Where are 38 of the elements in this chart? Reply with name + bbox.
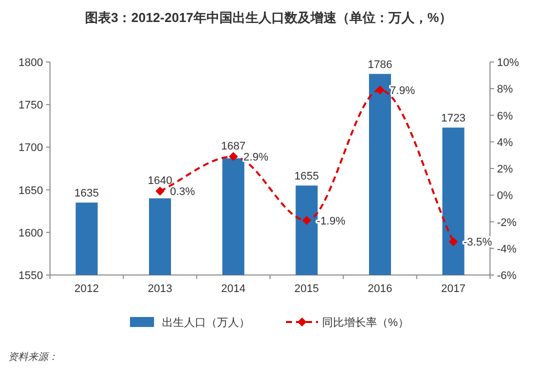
y2-tick-label: -6% [497,270,517,282]
data-label: 1640 [148,175,172,188]
point [228,152,238,162]
point [448,237,458,246]
legend-label: 同比增长率（%） [322,316,409,329]
data-label: 2.9% [243,152,269,164]
x-tick-label: 2012 [74,283,99,295]
y2-tick-label: 8% [497,84,514,96]
data-label: 1655 [294,170,319,183]
data-label: 1635 [74,188,99,200]
chart-title: 图表3：2012-2017年中国出生人口数及增速（单位：万人，%） [85,10,452,25]
y2-tick-label: 4% [497,136,514,149]
y2-tick-label: -4% [497,243,517,256]
x-tick-label: 2017 [441,283,466,295]
y-tick-label: 1650 [18,184,43,197]
data-label: 0.3% [170,186,196,198]
text: 资料来源： [8,351,58,363]
point [376,85,384,94]
legend-label: 出生人口（万人） [162,316,250,329]
x-tick-label: 2013 [148,283,172,295]
y-tick-label: 1700 [18,142,43,154]
y-tick-label: 1800 [18,57,43,69]
y2-tick-label: -2% [497,216,517,229]
y2-tick-label: 0% [497,190,514,202]
x-tick-label: 2016 [368,283,392,295]
data-label: 1687 [221,140,246,153]
y-tick-label: 1550 [18,270,43,282]
y2-tick-label: 6% [497,110,514,122]
data-label: 1723 [441,112,466,125]
data-label: 1786 [368,58,392,71]
y2-tick-label: 2% [497,164,514,176]
x-tick-label: 2014 [221,283,246,295]
y-tick-label: 1600 [18,227,43,240]
x-tick-label: 2015 [294,283,319,295]
point [302,216,312,225]
y-tick-label: 1750 [18,100,43,112]
point [156,186,164,196]
y2-tick-label: 10% [497,57,520,69]
